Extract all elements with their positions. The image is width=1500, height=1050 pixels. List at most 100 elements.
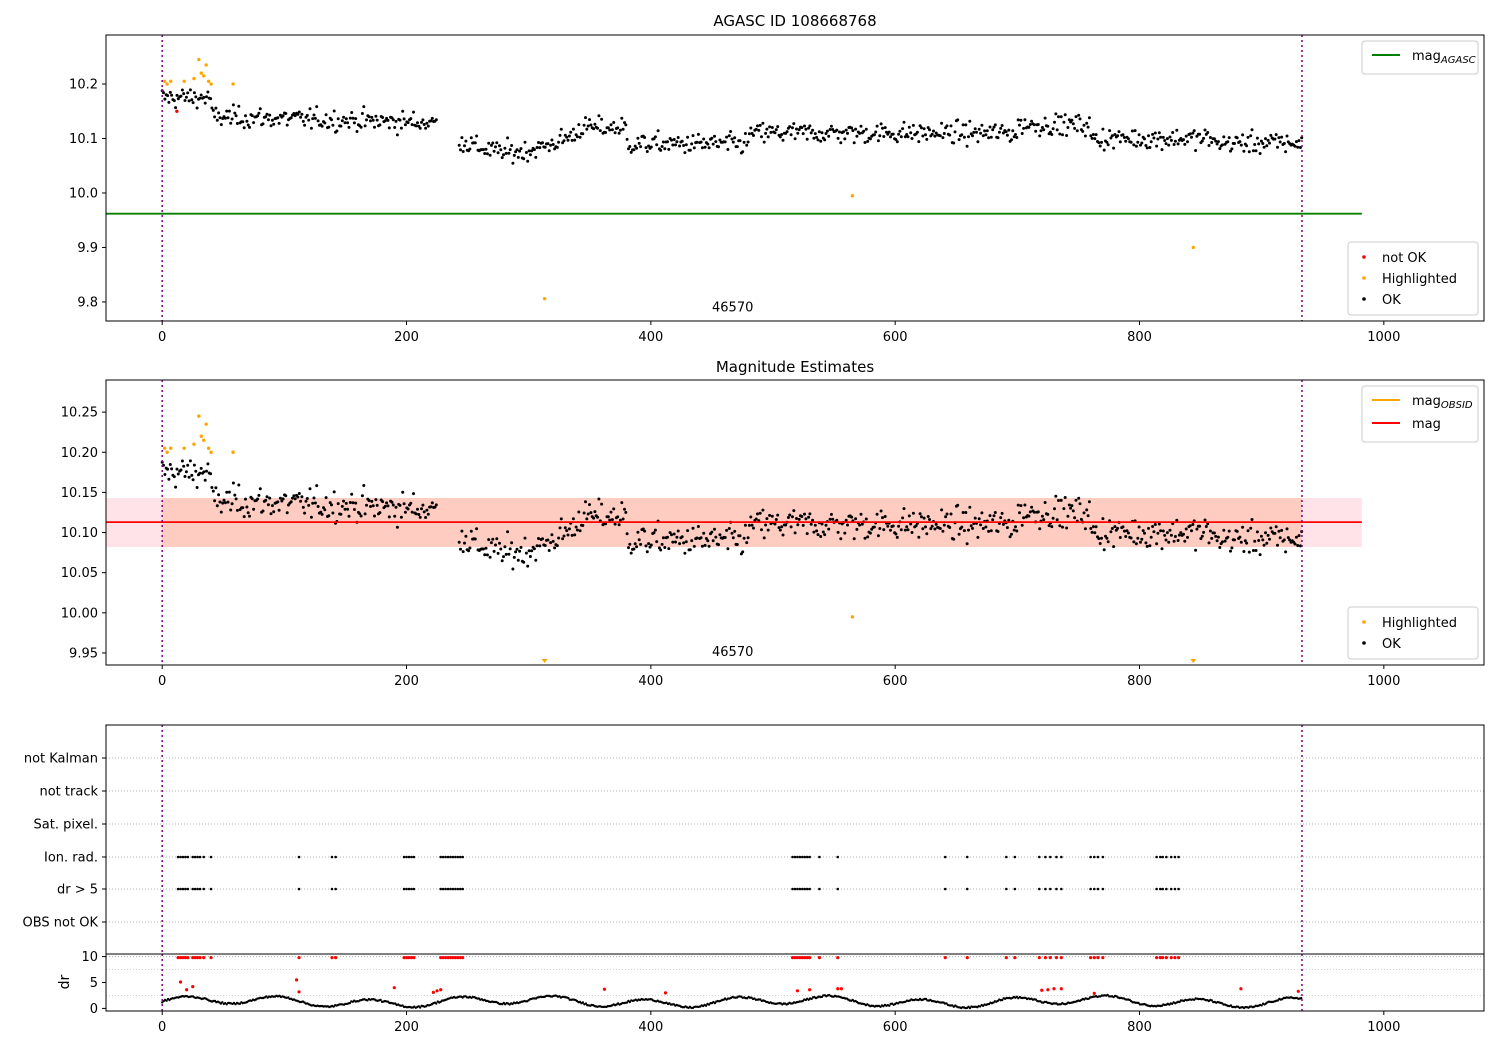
ok-point xyxy=(429,119,433,123)
ok-point xyxy=(1067,503,1071,507)
flag-point xyxy=(1005,887,1008,891)
ok-point xyxy=(969,524,973,528)
ok-point xyxy=(1273,531,1277,535)
ok-point xyxy=(1269,133,1273,137)
flag-point xyxy=(456,855,460,859)
flag-point xyxy=(202,887,206,891)
ok-point xyxy=(977,127,981,131)
flag-category-label: Ion. rad. xyxy=(44,851,98,866)
ok-point xyxy=(1230,147,1234,151)
ok-point xyxy=(1216,535,1220,539)
ok-point xyxy=(585,517,589,521)
ok-point xyxy=(491,537,495,541)
flag-point xyxy=(1161,855,1165,859)
ok-point xyxy=(608,518,612,522)
ok-point xyxy=(1282,538,1286,542)
ok-point xyxy=(308,107,312,111)
ok-point xyxy=(1063,496,1067,499)
ok-point xyxy=(1247,550,1251,554)
ok-point xyxy=(1018,511,1021,515)
ok-point xyxy=(461,150,465,153)
ok-point xyxy=(277,508,281,512)
x-tick-label: 400 xyxy=(638,1020,663,1035)
ok-point xyxy=(1235,529,1239,533)
ok-point xyxy=(620,501,624,505)
ok-point xyxy=(1121,525,1125,529)
flag-category-label: OBS not OK xyxy=(23,916,99,931)
legend-point-swatch xyxy=(1362,297,1366,301)
ok-point xyxy=(166,467,170,471)
ok-point xyxy=(1155,144,1159,148)
ok-point xyxy=(609,123,613,127)
ok-point xyxy=(362,484,366,487)
flag-point xyxy=(461,855,465,859)
ok-point xyxy=(374,114,378,118)
flag-point xyxy=(446,855,450,859)
ok-point xyxy=(269,124,273,128)
ok-point xyxy=(593,122,597,126)
ok-point xyxy=(786,516,790,519)
highlighted-point xyxy=(199,434,203,438)
y-tick-label: 9.9 xyxy=(77,241,98,256)
highlighted-point xyxy=(192,442,196,446)
ok-point xyxy=(170,467,174,471)
ok-point xyxy=(1254,549,1258,552)
ok-point xyxy=(496,551,500,555)
ok-point xyxy=(962,529,966,533)
ok-point xyxy=(352,121,356,125)
dr-flag-point xyxy=(1169,956,1173,960)
ok-point xyxy=(227,490,231,494)
ok-point xyxy=(1057,115,1060,119)
ok-point xyxy=(422,123,426,126)
ok-point xyxy=(225,490,229,494)
ok-point xyxy=(1169,138,1173,142)
ok-point xyxy=(725,528,729,532)
ok-point xyxy=(1160,547,1164,551)
ok-point xyxy=(184,95,188,99)
ok-point xyxy=(1065,526,1069,530)
ok-point xyxy=(567,134,571,138)
ok-point xyxy=(168,90,172,94)
ok-point xyxy=(1039,129,1043,133)
ok-point xyxy=(1108,129,1112,133)
ok-point xyxy=(821,530,825,534)
ok-point xyxy=(1171,131,1175,134)
ok-point xyxy=(1226,140,1230,144)
ok-point xyxy=(796,523,800,527)
ok-point xyxy=(1177,533,1181,537)
ok-point xyxy=(503,545,507,549)
ok-point xyxy=(932,129,935,133)
ok-point xyxy=(528,555,532,558)
ok-point xyxy=(488,153,492,157)
ok-point xyxy=(1282,142,1286,145)
ok-point xyxy=(510,541,514,545)
ok-point xyxy=(581,132,585,136)
ok-point xyxy=(244,114,247,118)
ok-point xyxy=(1245,144,1249,148)
ok-point xyxy=(192,463,196,467)
ok-point xyxy=(1070,118,1074,122)
ok-point xyxy=(1083,134,1087,138)
ok-point xyxy=(718,138,722,142)
ok-point xyxy=(1268,141,1271,145)
ok-point xyxy=(758,123,762,127)
ok-point xyxy=(1105,140,1109,144)
dr-flag-point xyxy=(836,956,840,960)
ok-point xyxy=(488,555,492,559)
ok-point xyxy=(863,536,867,540)
ok-point xyxy=(828,517,832,521)
flag-point xyxy=(454,855,457,859)
ok-point xyxy=(281,114,285,118)
ok-point xyxy=(961,123,965,127)
ok-point xyxy=(327,125,331,129)
ok-point xyxy=(565,529,569,533)
ok-point xyxy=(293,497,297,501)
ok-point xyxy=(628,145,632,148)
ok-point xyxy=(369,119,372,123)
dr-red-point xyxy=(1040,988,1044,992)
ok-point xyxy=(191,478,195,482)
flag-point xyxy=(965,887,969,891)
flag-point xyxy=(330,887,334,891)
flag-point xyxy=(808,887,811,891)
ok-point xyxy=(742,140,746,144)
